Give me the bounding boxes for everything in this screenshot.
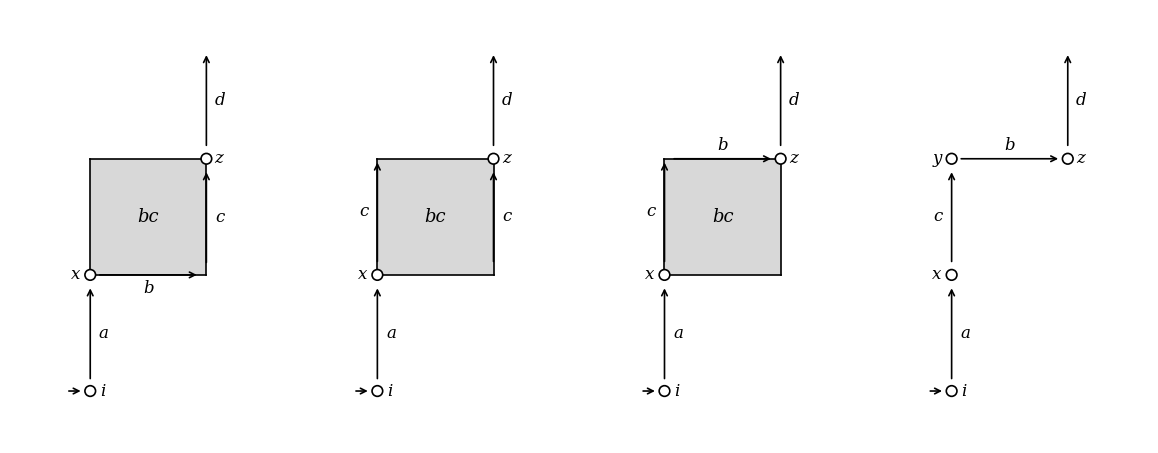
Text: a: a xyxy=(98,325,109,342)
Text: a: a xyxy=(960,325,970,342)
Text: z: z xyxy=(1076,150,1085,167)
Text: c: c xyxy=(646,203,655,221)
Text: x: x xyxy=(645,266,654,284)
Text: x: x xyxy=(358,266,367,284)
Text: i: i xyxy=(961,382,967,400)
Text: d: d xyxy=(501,92,512,109)
Circle shape xyxy=(372,386,382,396)
Text: bc: bc xyxy=(712,208,733,226)
Text: z: z xyxy=(789,150,798,167)
Text: b: b xyxy=(142,280,154,297)
Circle shape xyxy=(372,270,382,280)
Text: z: z xyxy=(501,150,511,167)
Circle shape xyxy=(201,154,212,164)
Text: a: a xyxy=(673,325,683,342)
Text: y: y xyxy=(932,150,941,167)
Circle shape xyxy=(776,154,786,164)
Text: i: i xyxy=(674,382,680,400)
Text: d: d xyxy=(1076,92,1086,109)
Circle shape xyxy=(946,154,957,164)
Text: b: b xyxy=(717,137,728,154)
Text: x: x xyxy=(71,266,80,284)
Text: d: d xyxy=(214,92,226,109)
Circle shape xyxy=(659,386,669,396)
Text: c: c xyxy=(215,209,225,226)
Text: c: c xyxy=(933,208,943,225)
Bar xyxy=(665,159,780,275)
Circle shape xyxy=(85,270,96,280)
Circle shape xyxy=(1062,154,1073,164)
Circle shape xyxy=(659,270,669,280)
Text: bc: bc xyxy=(425,208,446,226)
Bar xyxy=(378,159,493,275)
Text: i: i xyxy=(100,382,105,400)
Text: bc: bc xyxy=(138,208,159,226)
Text: c: c xyxy=(503,208,512,225)
Circle shape xyxy=(946,270,957,280)
Circle shape xyxy=(946,386,957,396)
Text: b: b xyxy=(1004,137,1016,154)
Text: i: i xyxy=(387,382,393,400)
Text: a: a xyxy=(386,325,396,342)
Circle shape xyxy=(85,386,96,396)
Circle shape xyxy=(489,154,499,164)
Bar xyxy=(90,159,206,275)
Text: x: x xyxy=(932,266,941,284)
Text: z: z xyxy=(214,150,223,167)
Text: c: c xyxy=(359,203,368,221)
Text: d: d xyxy=(789,92,799,109)
